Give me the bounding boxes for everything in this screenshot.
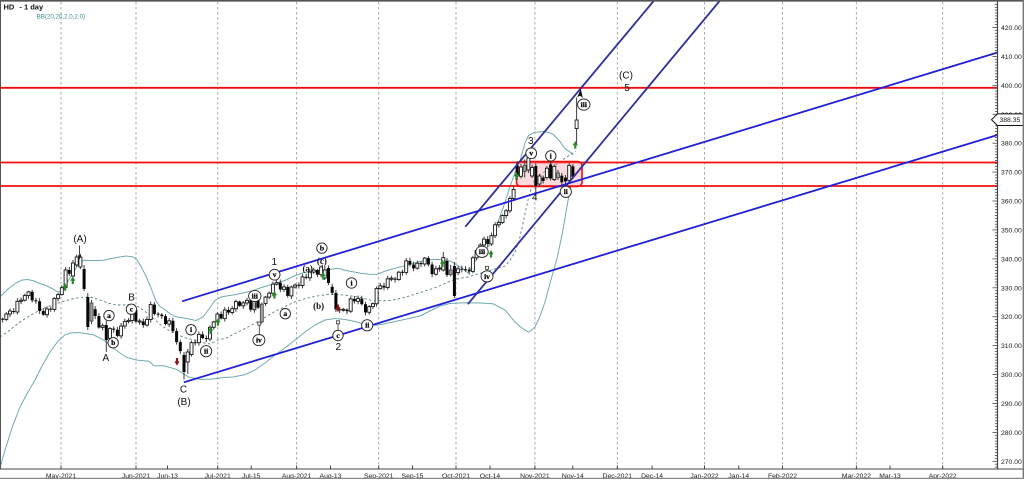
svg-text:(c): (c) [317, 256, 327, 266]
svg-text:BB(20,20,2.0,2.0): BB(20,20,2.0,2.0) [37, 13, 86, 20]
svg-text:(B): (B) [177, 397, 190, 408]
svg-text:5: 5 [624, 83, 630, 94]
svg-text:420.00: 420.00 [1001, 25, 1022, 32]
svg-text:270.00: 270.00 [1001, 459, 1022, 466]
svg-text:Jan-2022: Jan-2022 [690, 473, 719, 479]
svg-text:B: B [128, 292, 135, 303]
svg-text:4: 4 [532, 192, 538, 203]
svg-text:Oct-14: Oct-14 [480, 473, 501, 479]
svg-text:iii: iii [581, 100, 587, 109]
svg-text:c: c [336, 331, 340, 340]
svg-text:330.00: 330.00 [1001, 285, 1022, 292]
svg-text:b: b [111, 338, 115, 347]
svg-text:Mar-13: Mar-13 [879, 473, 901, 479]
svg-text:400.00: 400.00 [1001, 83, 1022, 90]
svg-text:(a): (a) [302, 263, 313, 273]
svg-text:Sep-2021: Sep-2021 [364, 473, 394, 479]
svg-text:A: A [102, 353, 109, 364]
svg-text:i: i [190, 325, 192, 334]
svg-text:Jul-2021: Jul-2021 [205, 473, 231, 479]
svg-text:Apr-2022: Apr-2022 [929, 473, 957, 479]
svg-text:Nov-14: Nov-14 [562, 473, 584, 479]
svg-text:- 1 day: - 1 day [19, 3, 44, 12]
svg-text:HD: HD [4, 3, 15, 12]
svg-text:340.00: 340.00 [1001, 256, 1022, 263]
svg-text:320.00: 320.00 [1001, 314, 1022, 321]
svg-text:Feb-2022: Feb-2022 [768, 473, 797, 479]
svg-text:388.35: 388.35 [1000, 117, 1021, 124]
svg-text:i: i [550, 151, 552, 160]
svg-text:ii: ii [365, 321, 369, 330]
svg-text:May-2021: May-2021 [46, 473, 76, 479]
svg-text:1: 1 [272, 257, 278, 268]
svg-text:350.00: 350.00 [1001, 227, 1022, 234]
svg-text:(b): (b) [313, 301, 324, 311]
svg-text:ii: ii [564, 187, 568, 196]
svg-text:310.00: 310.00 [1001, 343, 1022, 350]
svg-text:280.00: 280.00 [1001, 430, 1022, 437]
svg-text:Dec-2021: Dec-2021 [603, 473, 633, 479]
svg-text:Jun-2021: Jun-2021 [122, 473, 151, 479]
svg-text:a: a [283, 309, 287, 318]
svg-text:iv: iv [484, 272, 490, 281]
svg-text:Aug-13: Aug-13 [320, 473, 342, 479]
svg-text:c: c [130, 305, 134, 314]
svg-text:Oct-2021: Oct-2021 [442, 473, 470, 479]
svg-text:360.00: 360.00 [1001, 199, 1022, 206]
svg-text:Jul-15: Jul-15 [242, 473, 261, 479]
svg-text:Jan-14: Jan-14 [728, 473, 749, 479]
svg-text:Dec-14: Dec-14 [641, 473, 663, 479]
svg-text:3: 3 [528, 136, 534, 147]
svg-text:(A): (A) [73, 234, 86, 245]
svg-text:Nov-2021: Nov-2021 [520, 473, 550, 479]
svg-text:370.00: 370.00 [1001, 170, 1022, 177]
svg-text:300.00: 300.00 [1001, 372, 1022, 379]
svg-text:b: b [320, 244, 324, 253]
svg-text:v: v [529, 149, 533, 158]
svg-text:Jun-13: Jun-13 [157, 473, 178, 479]
svg-text:(C): (C) [619, 70, 633, 81]
svg-text:a: a [107, 311, 111, 320]
svg-text:290.00: 290.00 [1001, 401, 1022, 408]
svg-text:iii: iii [252, 291, 258, 300]
svg-text:380.00: 380.00 [1001, 141, 1022, 148]
svg-text:2: 2 [336, 342, 342, 353]
svg-text:v: v [273, 270, 277, 279]
svg-text:410.00: 410.00 [1001, 54, 1022, 61]
svg-text:ii: ii [204, 347, 208, 356]
svg-text:i: i [350, 278, 352, 287]
svg-text:Mar-2022: Mar-2022 [842, 473, 871, 479]
svg-text:iii: iii [479, 247, 485, 256]
svg-text:C: C [180, 385, 187, 396]
svg-text:Sep-15: Sep-15 [402, 473, 424, 479]
svg-text:Aug-2021: Aug-2021 [282, 473, 312, 479]
svg-text:iv: iv [256, 336, 262, 345]
